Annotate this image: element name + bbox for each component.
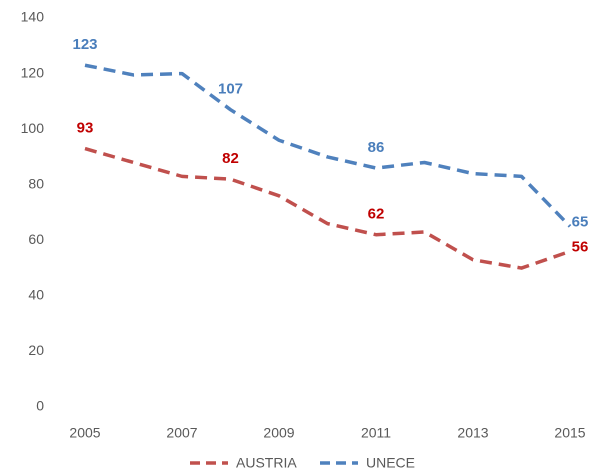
data-label: 93 xyxy=(77,120,94,137)
legend-label: UNECE xyxy=(366,455,415,471)
y-tick-label: 140 xyxy=(21,9,45,25)
y-tick-label: 80 xyxy=(28,175,44,191)
y-tick-label: 20 xyxy=(28,342,44,358)
series-line xyxy=(84,63,572,228)
x-tick-label: 2013 xyxy=(457,425,488,441)
series-line xyxy=(84,146,571,270)
data-label: 62 xyxy=(368,206,385,223)
x-tick-label: 2007 xyxy=(166,425,197,441)
y-tick-label: 40 xyxy=(28,287,44,303)
legend-label: AUSTRIA xyxy=(236,455,297,471)
y-tick-label: 60 xyxy=(28,231,44,247)
data-label: 86 xyxy=(368,139,385,156)
data-label: 56 xyxy=(572,238,589,255)
data-label: 107 xyxy=(218,81,243,98)
x-tick-label: 2009 xyxy=(263,425,294,441)
y-tick-label: 0 xyxy=(36,398,44,414)
data-label: 65 xyxy=(572,213,589,230)
data-label: 82 xyxy=(222,150,239,167)
x-tick-label: 2015 xyxy=(554,425,585,441)
y-tick-label: 100 xyxy=(21,120,45,136)
x-tick-label: 2011 xyxy=(361,425,391,441)
data-label: 123 xyxy=(72,36,97,53)
y-tick-label: 120 xyxy=(21,64,45,80)
x-tick-label: 2005 xyxy=(69,425,100,441)
